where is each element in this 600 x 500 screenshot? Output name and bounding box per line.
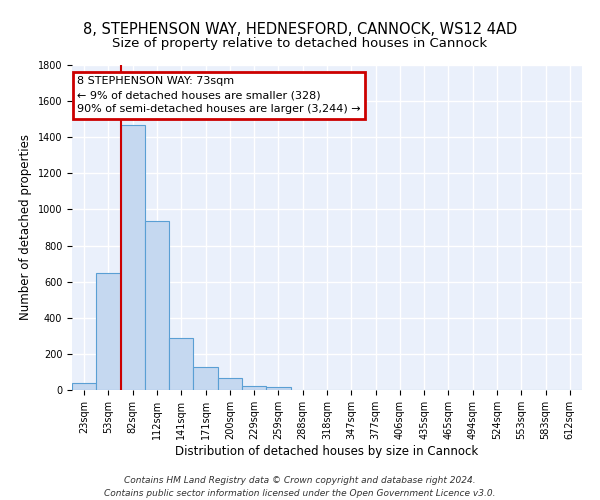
Bar: [266, 388, 290, 390]
Bar: [218, 378, 242, 390]
Text: 8, STEPHENSON WAY, HEDNESFORD, CANNOCK, WS12 4AD: 8, STEPHENSON WAY, HEDNESFORD, CANNOCK, …: [83, 22, 517, 38]
Text: 8 STEPHENSON WAY: 73sqm
← 9% of detached houses are smaller (328)
90% of semi-de: 8 STEPHENSON WAY: 73sqm ← 9% of detached…: [77, 76, 361, 114]
Bar: [169, 338, 193, 390]
Bar: [242, 386, 266, 390]
Text: Contains HM Land Registry data © Crown copyright and database right 2024.
Contai: Contains HM Land Registry data © Crown c…: [104, 476, 496, 498]
Bar: [72, 383, 96, 390]
Bar: [145, 221, 169, 390]
Bar: [96, 272, 121, 390]
X-axis label: Distribution of detached houses by size in Cannock: Distribution of detached houses by size …: [175, 444, 479, 458]
Bar: [193, 368, 218, 390]
Y-axis label: Number of detached properties: Number of detached properties: [19, 134, 32, 320]
Text: Size of property relative to detached houses in Cannock: Size of property relative to detached ho…: [112, 38, 488, 51]
Bar: [121, 124, 145, 390]
